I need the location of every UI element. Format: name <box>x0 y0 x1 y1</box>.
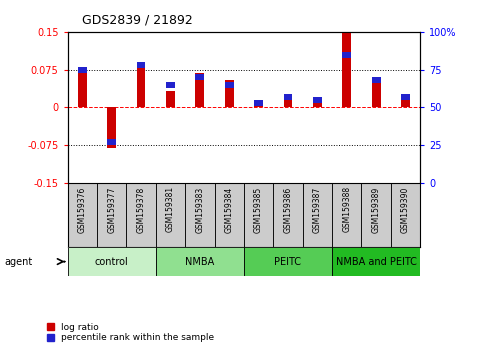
Bar <box>332 183 361 247</box>
Bar <box>166 91 175 108</box>
Text: control: control <box>95 257 128 267</box>
Bar <box>342 32 351 108</box>
Bar <box>127 183 156 247</box>
Text: GSM159388: GSM159388 <box>342 186 351 232</box>
Bar <box>68 247 156 276</box>
Bar <box>137 62 145 68</box>
Bar <box>372 77 381 108</box>
Bar <box>156 183 185 247</box>
Text: GSM159383: GSM159383 <box>195 186 204 233</box>
Text: GDS2839 / 21892: GDS2839 / 21892 <box>82 13 193 26</box>
Text: GSM159377: GSM159377 <box>107 186 116 233</box>
Bar <box>361 183 391 247</box>
Bar <box>225 82 234 88</box>
Bar <box>68 183 97 247</box>
Bar <box>107 108 116 148</box>
Bar <box>185 183 214 247</box>
Bar <box>107 139 116 145</box>
Bar <box>196 73 204 108</box>
Text: NMBA and PEITC: NMBA and PEITC <box>336 257 416 267</box>
Text: agent: agent <box>5 257 33 267</box>
Text: GSM159385: GSM159385 <box>254 186 263 233</box>
Bar <box>401 94 410 100</box>
Bar <box>313 97 322 103</box>
Text: GSM159376: GSM159376 <box>78 186 87 233</box>
Text: NMBA: NMBA <box>185 257 214 267</box>
Text: GSM159387: GSM159387 <box>313 186 322 233</box>
Text: GSM159384: GSM159384 <box>225 186 234 233</box>
Text: GSM159378: GSM159378 <box>137 186 145 233</box>
Bar <box>156 247 244 276</box>
Bar <box>214 183 244 247</box>
Text: GSM159381: GSM159381 <box>166 186 175 232</box>
Bar <box>244 247 332 276</box>
Bar <box>78 67 87 73</box>
Bar <box>273 183 303 247</box>
Bar <box>391 183 420 247</box>
Bar <box>244 183 273 247</box>
Text: GSM159390: GSM159390 <box>401 186 410 233</box>
Text: GSM159389: GSM159389 <box>371 186 381 233</box>
Bar <box>284 96 292 108</box>
Bar <box>254 100 263 106</box>
Bar <box>303 183 332 247</box>
Bar <box>166 82 175 88</box>
Legend: log ratio, percentile rank within the sample: log ratio, percentile rank within the sa… <box>43 319 218 346</box>
Bar <box>137 62 145 108</box>
Bar <box>225 80 234 108</box>
Text: PEITC: PEITC <box>274 257 301 267</box>
Bar <box>284 94 292 100</box>
Bar <box>401 95 410 108</box>
Bar <box>342 52 351 58</box>
Bar <box>97 183 127 247</box>
Bar <box>196 74 204 80</box>
Bar <box>78 70 87 108</box>
Bar <box>332 247 420 276</box>
Bar <box>372 77 381 83</box>
Text: GSM159386: GSM159386 <box>284 186 293 233</box>
Bar <box>313 98 322 108</box>
Bar <box>254 103 263 108</box>
